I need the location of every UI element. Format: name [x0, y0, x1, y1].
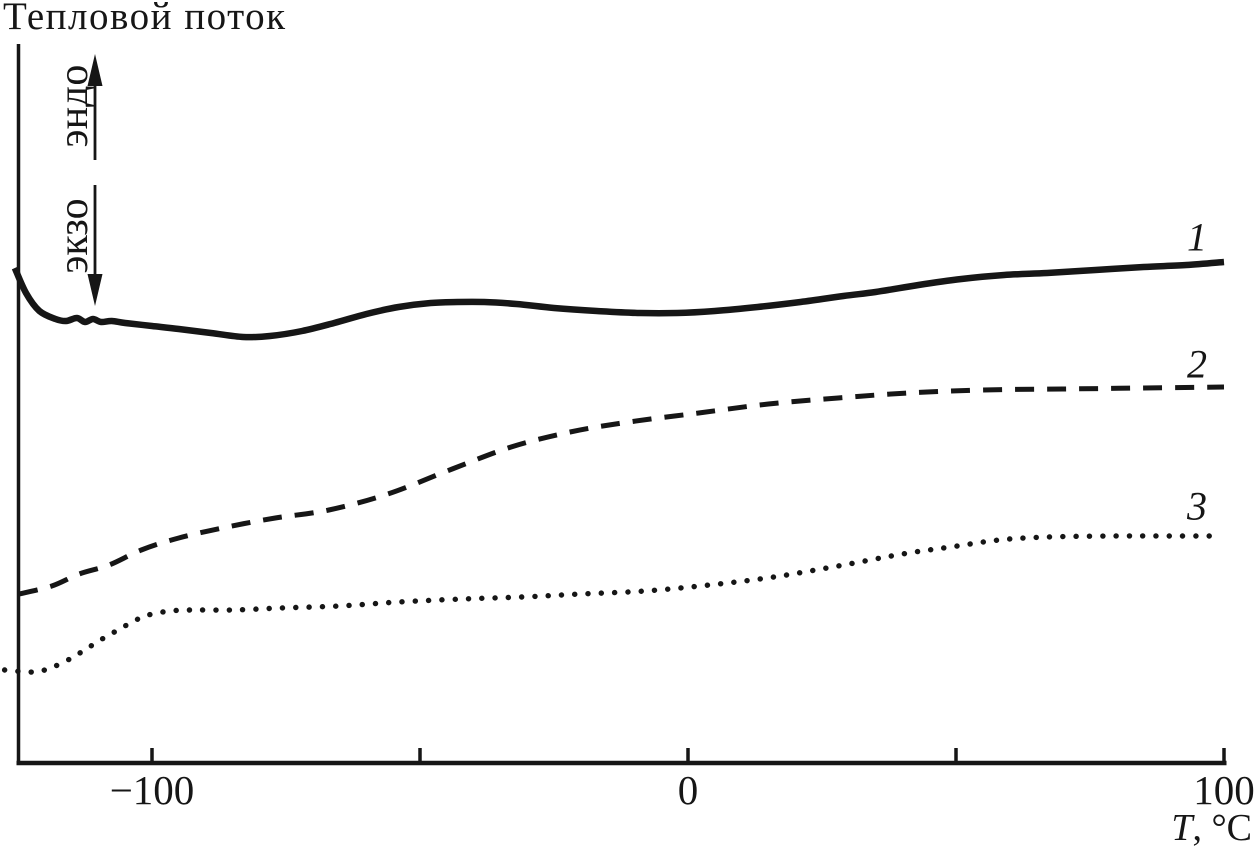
exo-arrowhead-icon	[87, 274, 103, 306]
exo-direction-label: экзо	[51, 198, 97, 274]
curve-1-label: 1	[1187, 214, 1207, 260]
x-axis-variable: T	[1171, 807, 1193, 849]
x-axis-unit: , °C	[1192, 807, 1252, 849]
curve-3-label: 3	[1187, 483, 1207, 529]
x-tick-label: 0	[677, 767, 699, 813]
curve-2	[18, 384, 1225, 597]
x-tick-label: −100	[109, 767, 195, 813]
curve-1	[11, 258, 1225, 341]
endo-arrowhead-icon	[87, 54, 103, 86]
x-axis-label: T, °C	[1171, 806, 1252, 850]
curve-3	[1, 533, 1222, 675]
x-tick-label: 100	[1193, 767, 1255, 813]
curve-2-label: 2	[1187, 341, 1207, 387]
y-axis-title: Тепловой поток	[3, 0, 287, 38]
